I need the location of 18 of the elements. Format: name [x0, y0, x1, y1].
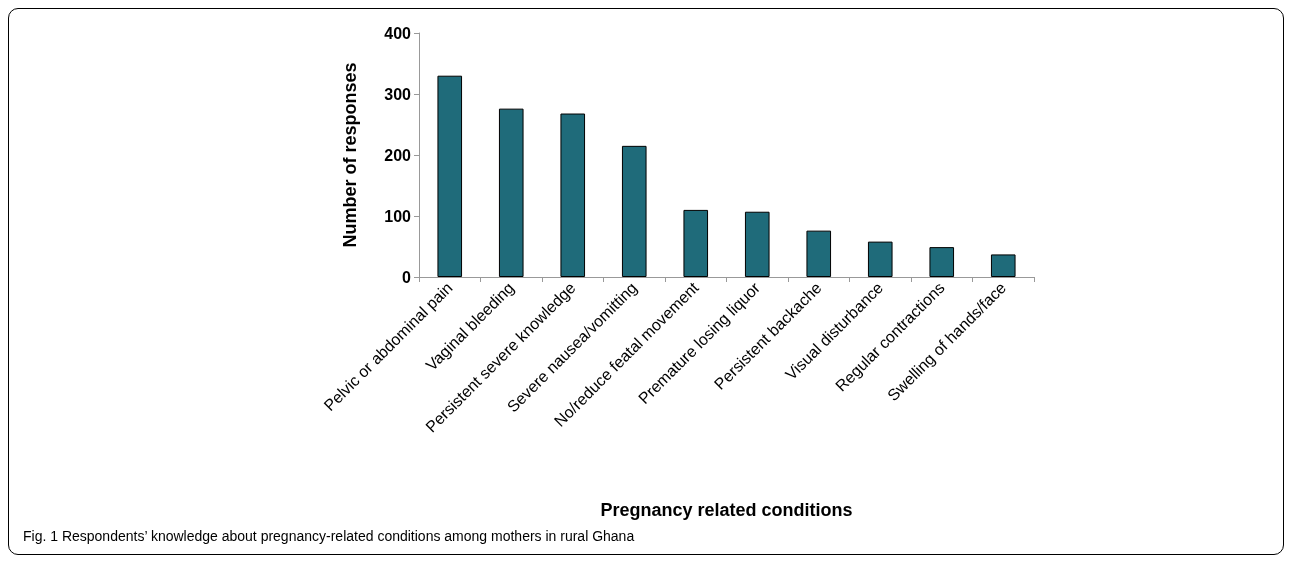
bar [867, 241, 893, 277]
bar [498, 108, 524, 277]
y-tick-label: 0 [402, 268, 412, 286]
y-tick-label: 100 [384, 207, 412, 225]
y-tick-label: 300 [384, 85, 412, 103]
bar [744, 211, 770, 277]
y-tick-label: 200 [384, 146, 412, 164]
bar [560, 113, 586, 277]
y-tick-label: 400 [384, 24, 412, 42]
bar [683, 209, 709, 277]
y-axis-title: Number of responses [340, 62, 360, 248]
x-axis-title: Pregnancy related conditions [600, 500, 853, 520]
caption: Fig. 1 Respondents’ knowledge about pregnancy-related conditions among mothers in rural Ghana [23, 528, 635, 544]
bar [806, 230, 832, 277]
bar [621, 145, 647, 277]
bar [990, 254, 1016, 277]
bar [437, 75, 463, 277]
bar [929, 247, 955, 277]
